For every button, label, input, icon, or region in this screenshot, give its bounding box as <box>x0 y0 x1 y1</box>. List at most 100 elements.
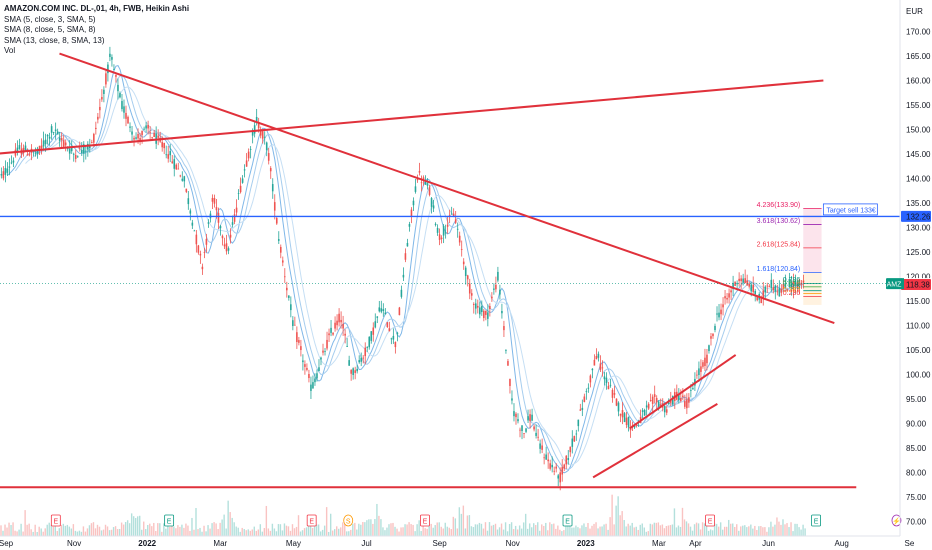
volume-bar <box>38 526 40 536</box>
volume-bar <box>669 525 672 536</box>
volume-bar <box>331 530 334 536</box>
volume-bar <box>88 525 91 536</box>
candle-body <box>539 443 541 449</box>
volume-bar <box>307 524 310 536</box>
candle-body <box>135 137 137 139</box>
volume-bar <box>414 531 416 536</box>
volume-bar <box>291 524 294 536</box>
volume-bar <box>90 523 93 536</box>
volume-bar <box>344 523 346 536</box>
candle-body <box>18 145 21 149</box>
candle-body <box>306 367 308 370</box>
candle-body <box>74 154 77 159</box>
candle-body <box>183 176 186 182</box>
volume-bar <box>46 524 48 536</box>
volume-bar <box>595 522 597 536</box>
volume-bar <box>711 530 714 536</box>
candle-body <box>6 168 9 173</box>
candle-body <box>334 322 336 329</box>
volume-bar <box>551 524 553 536</box>
volume-bar <box>434 525 436 536</box>
candle-body <box>436 227 439 233</box>
candle-body <box>412 200 415 206</box>
candle-body <box>304 364 306 367</box>
volume-bar <box>223 514 225 536</box>
volume-bar <box>86 528 89 536</box>
volume-label[interactable]: Vol <box>4 46 16 56</box>
volume-bar <box>390 523 392 536</box>
candle-body <box>105 73 107 85</box>
volume-bar <box>251 529 253 536</box>
candle-body <box>338 313 340 323</box>
price-tick-label: 80.00 <box>906 469 927 478</box>
candle-body <box>408 224 411 227</box>
volume-bar <box>255 530 258 536</box>
volume-bar <box>699 529 702 536</box>
price-tick-label: 115.00 <box>906 297 930 306</box>
volume-bar <box>235 526 237 536</box>
price-tick-label: 105.00 <box>906 346 931 355</box>
volume-bar <box>522 522 525 536</box>
volume-bar <box>621 511 623 536</box>
volume-bar <box>159 523 161 536</box>
volume-bar <box>762 527 764 536</box>
candle-body <box>199 253 202 256</box>
volume-bar <box>599 526 601 536</box>
volume-bar <box>197 529 199 536</box>
candle-body <box>167 154 170 159</box>
event-marker <box>50 514 61 527</box>
volume-bar <box>136 516 139 536</box>
volume-bar <box>128 523 131 536</box>
candle-body <box>730 290 732 293</box>
event-marker <box>164 514 175 527</box>
candle-body <box>56 131 59 135</box>
volume-bar <box>537 522 539 536</box>
candle-body <box>593 359 596 366</box>
candle-body <box>629 428 632 431</box>
candle-body <box>129 126 131 128</box>
sma-5-label[interactable]: SMA (5, close, 3, SMA, 5) <box>4 14 96 24</box>
volume-bar <box>631 522 633 536</box>
candle-body <box>93 133 95 143</box>
candle-body <box>203 251 206 253</box>
volume-bar <box>671 524 674 536</box>
volume-bar <box>661 524 664 536</box>
volume-bar <box>175 528 177 536</box>
sma-8-label[interactable]: SMA (8, close, 5, SMA, 8) <box>4 25 96 35</box>
volume-bar <box>360 524 362 536</box>
volume-bar <box>102 529 105 536</box>
candle-body <box>253 125 256 134</box>
volume-bar <box>342 522 344 536</box>
price-tick-label: 120.00 <box>906 273 931 282</box>
candle-body <box>726 297 728 300</box>
candle-body <box>547 459 549 462</box>
volume-bar <box>647 531 650 536</box>
volume-bar <box>34 524 36 536</box>
candle-body <box>372 327 375 335</box>
volume-bar <box>229 512 231 536</box>
candle-body <box>380 308 383 312</box>
volume-bar <box>370 519 372 536</box>
volume-bar <box>557 525 559 536</box>
volume-bar <box>147 524 149 536</box>
candle-body <box>485 310 487 315</box>
time-tick-label: Mar <box>652 539 666 548</box>
volume-bar <box>679 526 682 536</box>
volume-bar <box>231 517 233 536</box>
volume-bar <box>396 528 398 536</box>
candle-body <box>543 457 545 459</box>
symbol-title[interactable]: AMAZON.COM INC. DL-,01, 4h, FWB, Heikin … <box>4 4 190 13</box>
price-tick-label: 135.00 <box>906 199 931 208</box>
volume-bar <box>464 528 467 536</box>
price-tick-label: 85.00 <box>906 444 927 453</box>
volume-bar <box>263 528 266 536</box>
candle-body <box>438 234 441 240</box>
volume-bar <box>225 528 227 536</box>
volume-bar <box>20 523 22 536</box>
sma-13-label[interactable]: SMA (13, close, 8, SMA, 13) <box>4 35 105 45</box>
candle-body <box>38 145 41 150</box>
candle-body <box>400 289 403 297</box>
candle-body <box>300 346 302 351</box>
candle-body <box>161 142 163 148</box>
